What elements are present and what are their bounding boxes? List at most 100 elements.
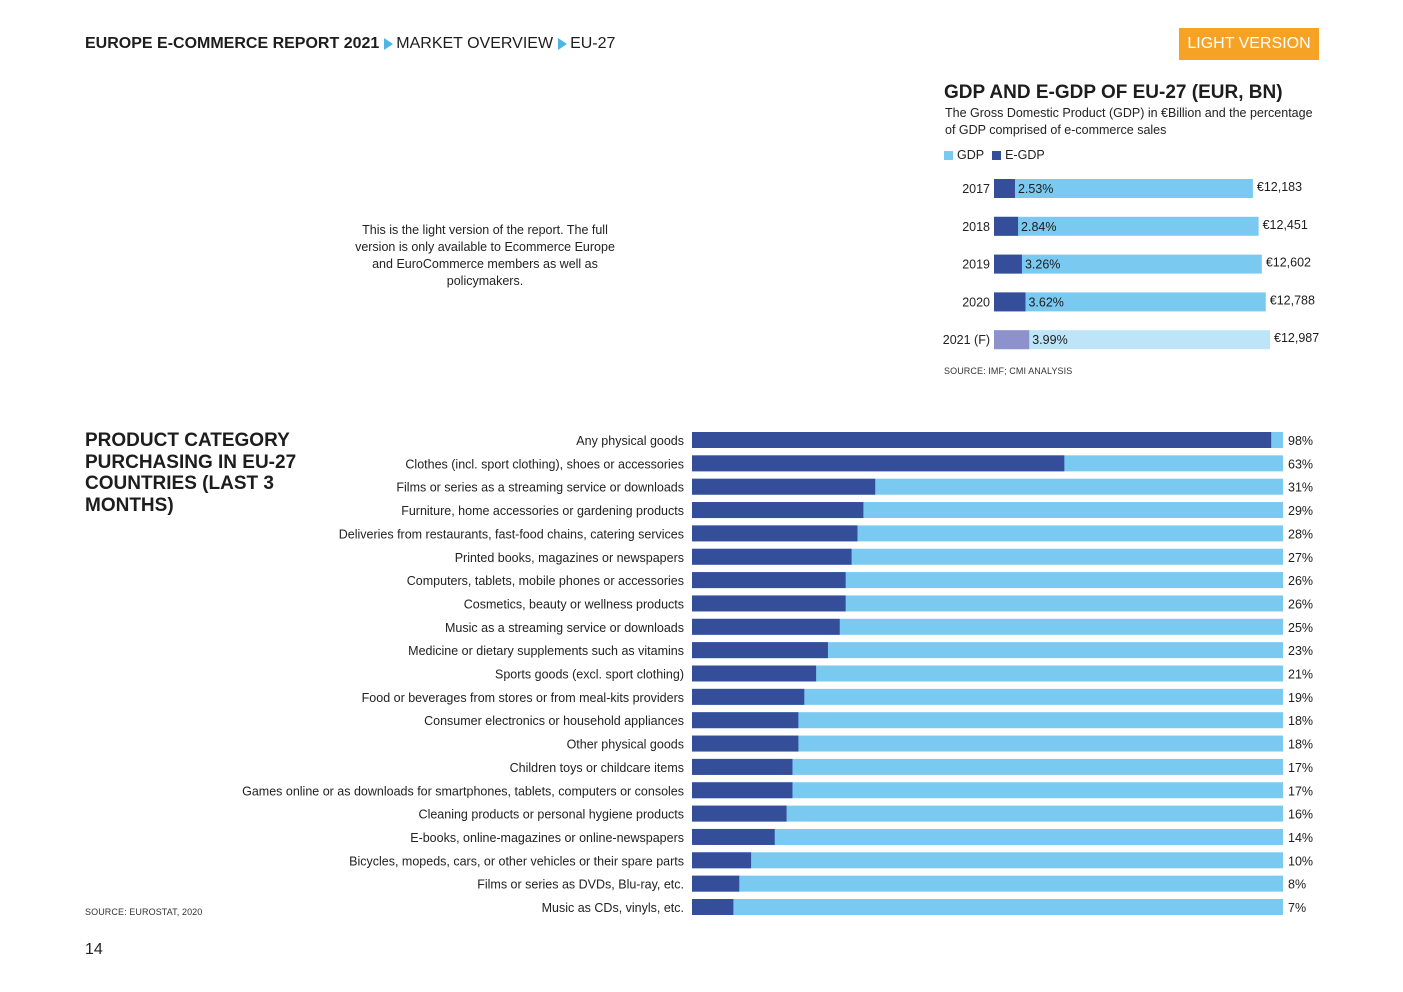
category-label: Children toys or childcare items bbox=[510, 761, 684, 775]
category-bar-value bbox=[692, 875, 740, 892]
category-bar-value bbox=[692, 548, 852, 565]
breadcrumb-market-overview[interactable]: MARKET OVERVIEW bbox=[396, 35, 554, 52]
category-value-label: 31% bbox=[1288, 481, 1313, 495]
legend-label-gdp: GDP bbox=[957, 148, 985, 162]
category-value-label: 8% bbox=[1288, 878, 1306, 892]
category-bar-value bbox=[692, 828, 775, 845]
gdp-bar bbox=[994, 179, 1253, 198]
gdp-value-label: €12,183 bbox=[1257, 180, 1302, 194]
category-bar-value bbox=[692, 432, 1272, 448]
category-label: Films or series as DVDs, Blu-ray, etc. bbox=[477, 878, 684, 892]
category-value-label: 25% bbox=[1288, 621, 1313, 635]
egdp-percent-label: 2.53% bbox=[1018, 182, 1053, 196]
egdp-percent-label: 3.99% bbox=[1032, 333, 1067, 347]
category-value-label: 18% bbox=[1288, 714, 1313, 728]
category-value-label: 28% bbox=[1288, 527, 1313, 541]
category-label: Sports goods (excl. sport clothing) bbox=[495, 668, 684, 682]
light-version-badge: LIGHT VERSION bbox=[1179, 28, 1319, 60]
category-bar-value bbox=[692, 502, 864, 519]
category-label: Bicycles, mopeds, cars, or other vehicle… bbox=[349, 854, 684, 868]
breadcrumb-eu27[interactable]: EU-27 bbox=[570, 35, 616, 52]
category-bar-value bbox=[692, 712, 799, 729]
category-bar-value bbox=[692, 618, 840, 635]
gdp-year-label: 2018 bbox=[962, 220, 990, 234]
category-value-label: 26% bbox=[1288, 597, 1313, 611]
legend-swatch-gdp bbox=[944, 150, 953, 160]
category-label: Food or beverages from stores or from me… bbox=[362, 691, 684, 705]
breadcrumb-report[interactable]: EUROPE E-COMMERCE REPORT 2021 bbox=[85, 35, 380, 52]
gdp-value-label: €12,987 bbox=[1274, 331, 1319, 345]
category-label: Clothes (incl. sport clothing), shoes or… bbox=[405, 457, 684, 471]
category-bar-value bbox=[692, 455, 1065, 472]
category-bar-value bbox=[692, 478, 876, 495]
category-bar-value bbox=[692, 572, 846, 589]
breadcrumb-separator-icon bbox=[384, 38, 394, 50]
category-bar-value bbox=[692, 758, 793, 775]
gdp-chart-subtitle: The Gross Domestic Product (GDP) in €Bil… bbox=[945, 106, 1313, 137]
category-value-label: 17% bbox=[1288, 761, 1313, 775]
category-bar-remainder bbox=[692, 712, 1283, 729]
gdp-value-label: €12,602 bbox=[1266, 256, 1311, 270]
category-value-label: 21% bbox=[1288, 668, 1313, 682]
egdp-bar bbox=[994, 254, 1022, 274]
category-bar-value bbox=[692, 805, 787, 822]
legend-item-gdp: GDP bbox=[944, 148, 984, 162]
gdp-chart-legend: GDP E-GDP bbox=[944, 148, 1053, 162]
category-bar-value bbox=[692, 665, 817, 682]
legend-item-egdp: E-GDP bbox=[992, 148, 1045, 162]
breadcrumb-separator-icon bbox=[558, 38, 568, 50]
category-value-label: 7% bbox=[1288, 901, 1306, 915]
gdp-bar bbox=[994, 216, 1259, 236]
legend-swatch-egdp bbox=[992, 150, 1002, 160]
breadcrumb: EUROPE E-COMMERCE REPORT 2021 MARKET OVE… bbox=[85, 34, 615, 54]
egdp-percent-label: 2.84% bbox=[1021, 220, 1056, 234]
egdp-percent-label: 3.62% bbox=[1028, 295, 1063, 309]
egdp-bar bbox=[994, 179, 1015, 198]
category-bar-remainder bbox=[692, 735, 1283, 752]
gdp-bar bbox=[994, 292, 1266, 312]
category-bar-remainder bbox=[692, 758, 1283, 775]
category-bar-remainder bbox=[692, 805, 1283, 822]
category-label: Cosmetics, beauty or wellness products bbox=[464, 597, 684, 611]
category-bar-value bbox=[692, 595, 846, 612]
category-label: Printed books, magazines or newspapers bbox=[455, 551, 684, 565]
category-bar-remainder bbox=[692, 828, 1283, 845]
gdp-year-label: 2019 bbox=[962, 258, 990, 272]
egdp-percent-label: 3.26% bbox=[1025, 258, 1060, 272]
category-label: Furniture, home accessories or gardening… bbox=[401, 504, 684, 518]
gdp-year-label: 2021 (F) bbox=[943, 333, 990, 347]
category-bar-remainder bbox=[692, 665, 1283, 682]
category-bar-value bbox=[692, 688, 805, 705]
product-chart-title: PRODUCT CATEGORY PURCHASING IN EU-27 COU… bbox=[85, 430, 297, 516]
gdp-chart-title: GDP AND E-GDP OF EU-27 (EUR, BN) bbox=[944, 82, 1283, 103]
category-value-label: 26% bbox=[1288, 574, 1313, 588]
category-value-label: 18% bbox=[1288, 738, 1313, 752]
category-bar-value bbox=[692, 782, 793, 799]
category-bar-value bbox=[692, 642, 828, 659]
category-label: Medicine or dietary supplements such as … bbox=[408, 644, 684, 658]
egdp-bar bbox=[994, 216, 1019, 236]
gdp-chart-source: SOURCE: IMF; CMI ANALYSIS bbox=[944, 366, 1073, 376]
category-bar-remainder bbox=[692, 899, 1283, 915]
egdp-bar bbox=[994, 330, 1030, 350]
light-version-note: This is the light version of the report.… bbox=[355, 223, 615, 288]
category-value-label: 17% bbox=[1288, 784, 1313, 798]
category-bar-remainder bbox=[692, 688, 1283, 705]
category-label: Consumer electronics or household applia… bbox=[424, 714, 684, 728]
category-label: Computers, tablets, mobile phones or acc… bbox=[407, 574, 684, 588]
category-bar-remainder bbox=[692, 642, 1283, 659]
category-label: Films or series as a streaming service o… bbox=[396, 481, 684, 495]
category-label: Music as CDs, vinyls, etc. bbox=[542, 901, 684, 915]
gdp-bar bbox=[994, 254, 1262, 274]
category-value-label: 98% bbox=[1288, 434, 1313, 448]
gdp-value-label: €12,451 bbox=[1263, 218, 1308, 232]
gdp-bar bbox=[994, 330, 1270, 350]
category-bar-remainder bbox=[692, 782, 1283, 799]
category-value-label: 19% bbox=[1288, 691, 1313, 705]
category-bar-value bbox=[692, 735, 799, 752]
gdp-year-label: 2020 bbox=[962, 295, 990, 309]
category-value-label: 23% bbox=[1288, 644, 1313, 658]
category-bar-value bbox=[692, 852, 752, 869]
page-number: 14 bbox=[85, 941, 103, 958]
